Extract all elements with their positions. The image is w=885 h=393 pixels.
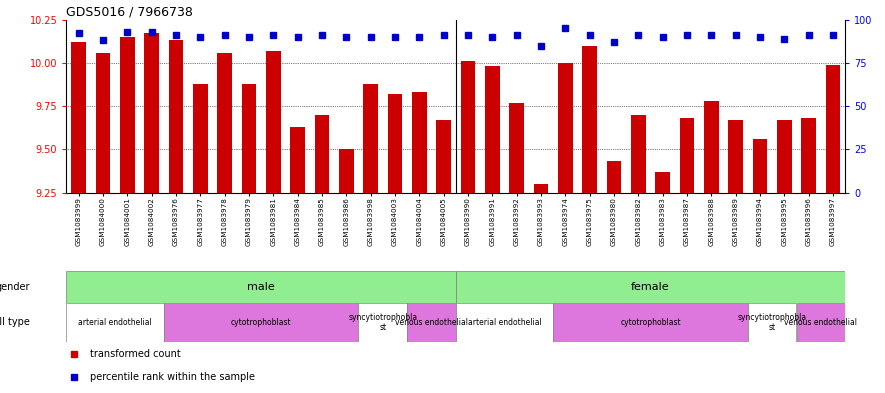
Bar <box>558 63 573 193</box>
Bar <box>315 115 329 193</box>
Bar <box>631 115 646 193</box>
Text: arterial endothelial: arterial endothelial <box>78 318 152 327</box>
Bar <box>485 66 499 193</box>
Text: gender: gender <box>0 282 30 292</box>
Bar <box>752 139 767 193</box>
Text: cytotrophoblast: cytotrophoblast <box>231 318 291 327</box>
Bar <box>66 271 456 303</box>
Bar <box>509 103 524 193</box>
Bar <box>680 118 695 193</box>
Bar <box>704 101 719 193</box>
Bar <box>119 37 135 193</box>
Bar <box>164 303 358 342</box>
Bar <box>66 303 164 342</box>
Bar <box>582 46 596 193</box>
Text: GDS5016 / 7966738: GDS5016 / 7966738 <box>66 6 193 18</box>
Text: cell type: cell type <box>0 317 30 327</box>
Bar <box>412 92 427 193</box>
Bar <box>363 84 378 193</box>
Bar <box>168 40 183 193</box>
Bar <box>388 94 402 193</box>
Bar <box>193 84 207 193</box>
Text: venous endothelial: venous endothelial <box>395 318 468 327</box>
Bar <box>96 53 110 193</box>
Text: percentile rank within the sample: percentile rank within the sample <box>89 372 255 382</box>
Bar <box>456 303 553 342</box>
Text: cytotrophoblast: cytotrophoblast <box>620 318 681 327</box>
Bar <box>242 84 257 193</box>
Bar <box>290 127 304 193</box>
Text: venous endothelial: venous endothelial <box>784 318 858 327</box>
Bar <box>796 303 845 342</box>
Bar <box>144 33 159 193</box>
Bar <box>728 120 743 193</box>
Text: transformed count: transformed count <box>89 349 181 359</box>
Bar <box>266 51 281 193</box>
Bar <box>436 120 450 193</box>
Bar <box>72 42 86 193</box>
Bar <box>802 118 816 193</box>
Bar <box>534 184 549 193</box>
Bar <box>218 53 232 193</box>
Text: male: male <box>247 282 275 292</box>
Bar <box>655 172 670 193</box>
Bar <box>460 61 475 193</box>
Text: syncytiotrophobla
st: syncytiotrophobla st <box>737 312 807 332</box>
Text: arterial endothelial: arterial endothelial <box>467 318 542 327</box>
Bar <box>607 162 621 193</box>
Bar <box>407 303 456 342</box>
Text: syncytiotrophobla
st: syncytiotrophobla st <box>348 312 418 332</box>
Bar <box>777 120 792 193</box>
Bar <box>456 271 845 303</box>
Bar <box>339 149 353 193</box>
Bar <box>748 303 796 342</box>
Text: female: female <box>631 282 670 292</box>
Bar <box>826 64 841 193</box>
Bar <box>553 303 748 342</box>
Bar <box>358 303 407 342</box>
